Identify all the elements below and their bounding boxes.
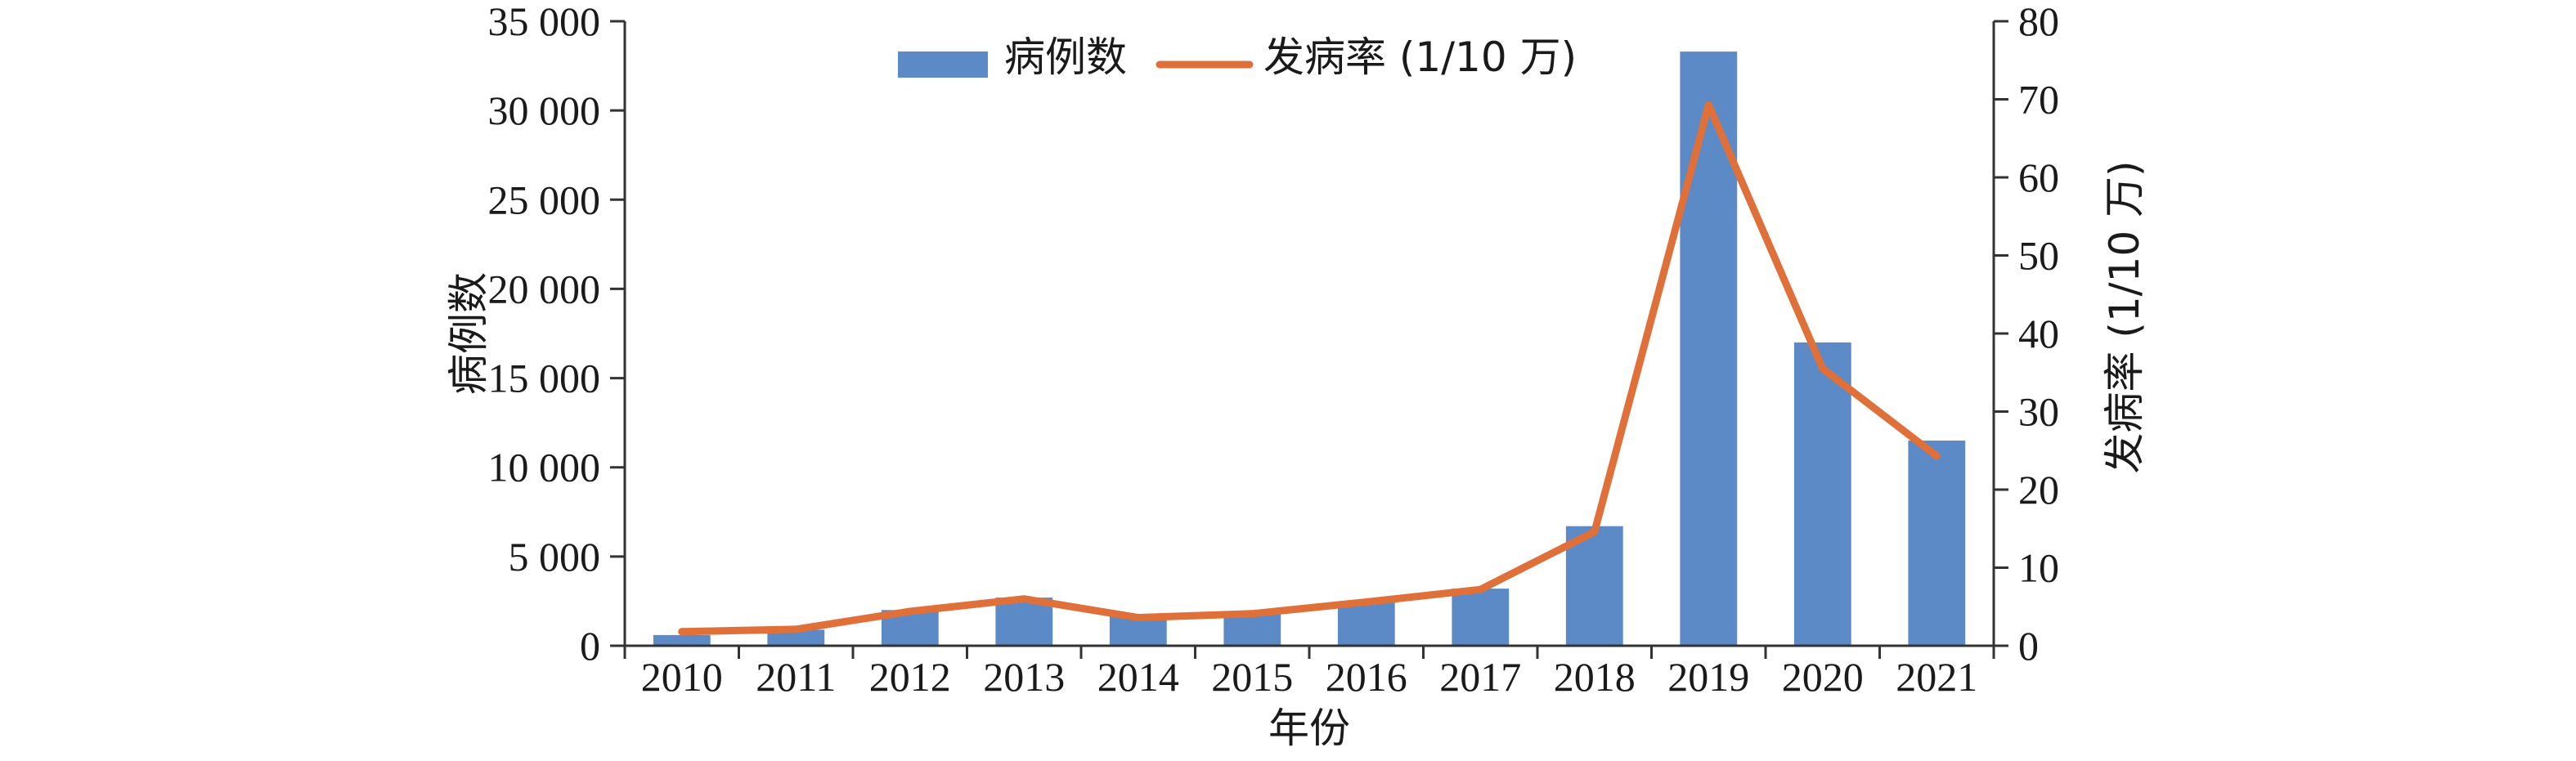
line-point-2012 <box>906 607 914 616</box>
incidence-line <box>678 101 1941 636</box>
y-left-tick-label: 35 000 <box>488 0 601 44</box>
y-left-tick-label: 30 000 <box>488 87 601 133</box>
x-tick-label: 2014 <box>1097 654 1179 700</box>
x-tick-label: 2010 <box>641 654 723 700</box>
line-point-2010 <box>678 628 686 636</box>
y-right-tick-label: 80 <box>2018 0 2059 44</box>
bar-2021 <box>1908 441 1966 646</box>
line-point-2018 <box>1591 528 1599 536</box>
bar-2017 <box>1452 589 1510 646</box>
y-axis-left-title: 病例数 <box>445 272 492 395</box>
line-point-2017 <box>1476 585 1484 593</box>
x-tick-label: 2016 <box>1326 654 1407 700</box>
line-point-2020 <box>1819 365 1827 373</box>
line-point-2021 <box>1932 452 1941 460</box>
line-point-2019 <box>1704 101 1712 109</box>
bar-2010 <box>653 634 711 646</box>
legend: 病例数 发病率 (1/10 万) <box>898 34 1577 81</box>
line-point-2014 <box>1134 614 1142 622</box>
bar-2015 <box>1223 613 1281 646</box>
y-left-tick-label: 10 000 <box>488 445 601 490</box>
axes: 0 5 000 10 000 15 000 20 000 25 000 30 000 35 0… <box>488 0 2060 700</box>
y-axis-right-title: 发病率 (1/10 万) <box>2101 160 2148 473</box>
x-tick-label: 2013 <box>983 654 1065 700</box>
x-tick-label: 2021 <box>1896 654 1977 700</box>
y-left-tick-label: 0 <box>580 623 600 669</box>
line-series <box>678 101 1941 636</box>
bar-2011 <box>767 629 825 646</box>
y-left-tick-label: 15 000 <box>488 356 601 401</box>
x-tick-label: 2020 <box>1782 654 1864 700</box>
x-axis-title: 年份 <box>1268 705 1350 752</box>
y-right-tick-label: 0 <box>2018 623 2039 669</box>
bar-2016 <box>1337 601 1395 646</box>
legend-label-incidence: 发病率 (1/10 万) <box>1263 34 1577 81</box>
legend-swatch-cases <box>898 51 988 78</box>
y-right-tick-label: 40 <box>2018 311 2059 356</box>
y-right-tick-label: 30 <box>2018 389 2059 435</box>
x-tick-label: 2011 <box>756 654 836 700</box>
x-tick-label: 2018 <box>1554 654 1636 700</box>
x-tick-label: 2017 <box>1439 654 1521 700</box>
line-point-2016 <box>1362 598 1371 606</box>
x-tick-label: 2015 <box>1211 654 1293 700</box>
y-right-tick-label: 50 <box>2018 233 2059 279</box>
legend-label-cases: 病例数 <box>1004 34 1127 81</box>
bar-series <box>653 51 1966 647</box>
line-point-2013 <box>1020 595 1028 603</box>
line-point-2015 <box>1248 610 1256 618</box>
y-right-tick-label: 10 <box>2018 545 2059 591</box>
bar-2019 <box>1680 51 1738 647</box>
y-left-tick-label: 5 000 <box>509 534 601 580</box>
y-right-tick-label: 60 <box>2018 154 2059 200</box>
line-point-2011 <box>792 625 800 633</box>
x-tick-label: 2019 <box>1667 654 1749 700</box>
y-right-tick-label: 20 <box>2018 467 2059 513</box>
y-left-tick-label: 25 000 <box>488 177 601 222</box>
y-right-tick-label: 70 <box>2018 77 2059 123</box>
y-left-tick-label: 20 000 <box>488 266 601 311</box>
x-tick-label: 2012 <box>869 654 951 700</box>
bar-2018 <box>1565 526 1623 646</box>
bar-2020 <box>1793 342 1851 646</box>
